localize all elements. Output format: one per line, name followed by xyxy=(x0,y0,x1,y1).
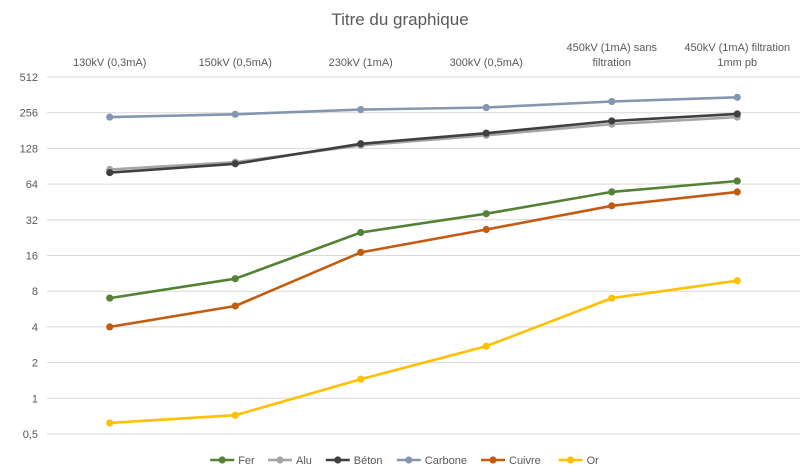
series-or xyxy=(106,277,741,427)
y-tick-label: 4 xyxy=(32,322,38,334)
legend-label: Béton xyxy=(354,455,383,467)
legend-swatch-marker xyxy=(334,456,342,464)
y-axis-ticks: 0,5 1 2 4 8 16 32 64 128 256 512 xyxy=(20,72,38,441)
legend-label: Carbone xyxy=(425,455,467,467)
data-point xyxy=(482,129,490,137)
data-point xyxy=(482,103,490,112)
x-tick-label: 150kV (0,5mA) xyxy=(199,57,272,69)
series-cuivre xyxy=(106,188,741,331)
legend-item: Fer xyxy=(210,455,255,467)
grid-lines xyxy=(47,76,800,435)
x-tick-label: 1mm pb xyxy=(717,57,757,69)
data-point xyxy=(106,169,114,177)
data-point xyxy=(357,248,365,256)
legend-label: Or xyxy=(587,455,600,467)
legend-item: Alu xyxy=(268,455,312,467)
data-point xyxy=(231,110,239,118)
series-carbone xyxy=(106,93,741,121)
legend: Fer Alu Béton Carbone Cuivre Or xyxy=(210,455,599,467)
data-point xyxy=(231,160,239,168)
data-point xyxy=(608,202,616,210)
series-line xyxy=(108,179,739,300)
x-tick-label: 300kV (0,5mA) xyxy=(450,57,523,69)
legend-item: Cuivre xyxy=(481,455,541,467)
data-point xyxy=(608,117,616,125)
series-fer xyxy=(106,177,741,302)
data-point xyxy=(106,419,114,427)
y-tick-label: 512 xyxy=(20,72,38,84)
series-group xyxy=(106,93,741,427)
data-point xyxy=(106,323,114,331)
chart-title: Titre du graphique xyxy=(331,10,468,29)
data-point xyxy=(357,228,365,237)
data-point xyxy=(231,275,239,283)
x-tick-label: 450kV (1mA) sans xyxy=(567,42,658,54)
legend-item: Béton xyxy=(325,455,383,467)
series-line xyxy=(108,279,739,425)
data-point xyxy=(482,342,490,350)
y-tick-label: 2 xyxy=(32,358,38,370)
series-line xyxy=(108,112,739,174)
legend-item: Or xyxy=(558,455,600,467)
x-tick-label: filtration xyxy=(592,57,631,69)
legend-swatch-marker xyxy=(218,456,226,464)
data-point xyxy=(106,113,114,121)
legend-swatch-marker xyxy=(405,456,413,464)
legend-swatch-marker xyxy=(489,456,497,464)
series-line xyxy=(108,115,739,171)
data-point xyxy=(482,225,490,234)
y-tick-label: 0,5 xyxy=(23,429,38,441)
data-point xyxy=(733,110,741,118)
data-point xyxy=(608,97,616,106)
x-tick-label: 450kV (1mA) filtration xyxy=(684,42,790,54)
x-tick-label: 230kV (1mA) xyxy=(329,57,393,69)
y-tick-label: 8 xyxy=(32,286,38,298)
legend-label: Fer xyxy=(238,455,255,467)
series-b-ton xyxy=(106,110,741,177)
data-point xyxy=(357,140,365,148)
data-point xyxy=(357,375,365,383)
x-tick-label: 130kV (0,3mA) xyxy=(73,57,146,69)
series-line xyxy=(108,96,739,119)
y-tick-label: 64 xyxy=(26,179,38,191)
data-point xyxy=(231,302,239,310)
data-point xyxy=(733,277,741,285)
data-point xyxy=(733,177,741,185)
data-point xyxy=(608,294,616,302)
legend-item: Carbone xyxy=(396,455,467,467)
data-point xyxy=(106,294,114,302)
data-point xyxy=(231,411,239,419)
legend-label: Cuivre xyxy=(509,455,541,467)
series-line xyxy=(108,190,739,329)
legend-swatch-marker xyxy=(276,456,284,464)
y-tick-label: 256 xyxy=(20,108,38,120)
data-point xyxy=(608,188,616,196)
data-point xyxy=(733,93,741,101)
data-point xyxy=(733,188,741,196)
y-tick-label: 128 xyxy=(20,143,38,155)
legend-swatch-marker xyxy=(567,456,575,464)
y-tick-label: 32 xyxy=(26,215,38,227)
legend-label: Alu xyxy=(296,455,312,467)
data-point xyxy=(482,210,490,218)
y-tick-label: 16 xyxy=(26,251,38,263)
y-tick-label: 1 xyxy=(32,393,38,405)
x-axis-ticks: 130kV (0,3mA) 150kV (0,5mA) 230kV (1mA) 300… xyxy=(73,42,790,69)
data-point xyxy=(357,105,365,114)
